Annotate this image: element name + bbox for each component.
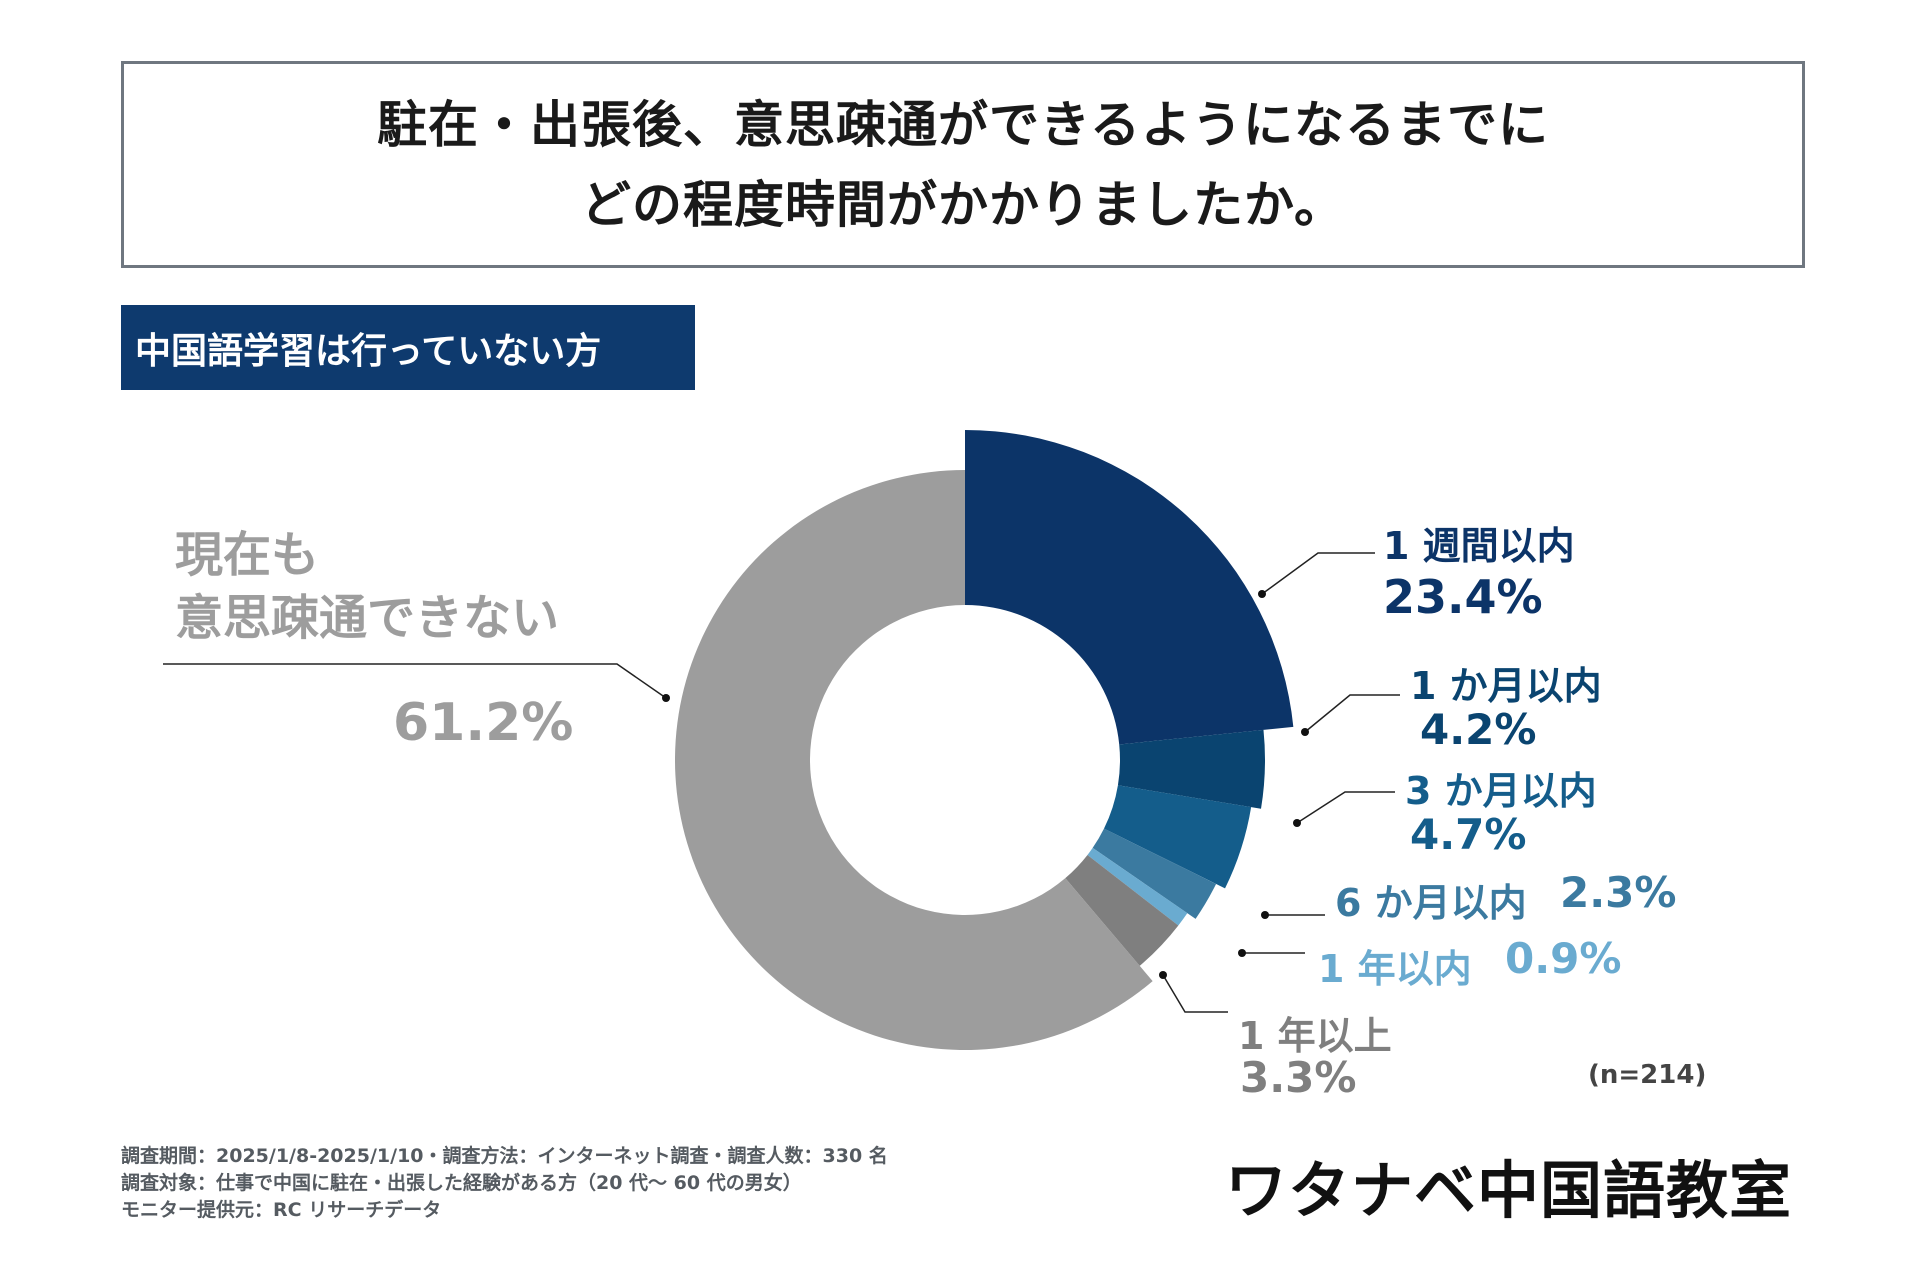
leader-1year-dot	[1238, 949, 1246, 957]
slice-cannot	[675, 470, 1153, 1050]
leader-over1year-dot	[1159, 971, 1167, 979]
leader-1month-dot	[1301, 728, 1309, 736]
survey-footnote: 調査期間：2025/1/8-2025/1/10・調査方法：インターネット調査・調…	[121, 1143, 888, 1224]
footnote-line3: モニター提供元：RC リサーチデータ	[121, 1199, 442, 1221]
label-1year-name: 1 年以内	[1318, 947, 1472, 991]
footnote-line1: 調査期間：2025/1/8-2025/1/10・調査方法：インターネット調査・調…	[121, 1145, 888, 1167]
subtitle-banner: 中国語学習は行っていない方	[121, 305, 695, 390]
leader-6month-dot	[1261, 911, 1269, 919]
leader-1month	[1304, 694, 1400, 733]
label-cannot-value: 61.2%	[393, 693, 574, 753]
label-over1year-value: 3.3%	[1240, 1053, 1357, 1102]
label-1month-value: 4.2%	[1420, 705, 1537, 754]
label-3month-name: 3 か月以内	[1405, 769, 1597, 813]
label-cannot-name-line2: 意思疎通できない	[175, 590, 560, 646]
brand-logo-text: ワタナベ中国語教室	[1225, 1154, 1793, 1227]
label-1week-value: 23.4%	[1383, 570, 1543, 624]
footnote-line2: 調査対象：仕事で中国に駐在・出張した経験がある方（20 代～ 60 代の男女）	[121, 1172, 802, 1194]
label-6month-name: 6 か月以内	[1335, 881, 1527, 925]
label-3month-value: 4.7%	[1410, 810, 1527, 859]
slice-1month	[1117, 729, 1265, 809]
leader-1week	[1261, 552, 1375, 595]
leader-1week-dot	[1258, 590, 1266, 598]
label-6month-value: 2.3%	[1560, 868, 1677, 917]
label-1week-name: 1 週間以内	[1383, 524, 1575, 568]
slice-3month	[1103, 785, 1252, 889]
sample-size-label: (n=214)	[1588, 1060, 1707, 1090]
label-over1year-name: 1 年以上	[1238, 1014, 1392, 1058]
chart-title-line2: どの程度時間がかかりましたか。	[581, 175, 1345, 234]
leader-3month	[1296, 791, 1395, 824]
leader-3month-dot	[1293, 819, 1301, 827]
leader-cannot	[163, 663, 667, 699]
leader-over1year	[1162, 974, 1228, 1013]
label-cannot-name-line1: 現在も	[175, 527, 320, 583]
label-1month-name: 1 か月以内	[1410, 664, 1602, 708]
label-1year-value: 0.9%	[1505, 934, 1622, 983]
slice-6month	[1092, 828, 1217, 919]
slice-1week	[965, 430, 1294, 745]
slice-over1year	[1065, 855, 1179, 966]
chart-title-line1: 駐在・出張後、意思疎通ができるようになるまでに	[377, 95, 1549, 154]
leader-cannot-dot	[662, 694, 670, 702]
title-box: 駐在・出張後、意思疎通ができるようになるまでに どの程度時間がかかりましたか。	[121, 61, 1805, 268]
slice-1year	[1087, 847, 1188, 926]
